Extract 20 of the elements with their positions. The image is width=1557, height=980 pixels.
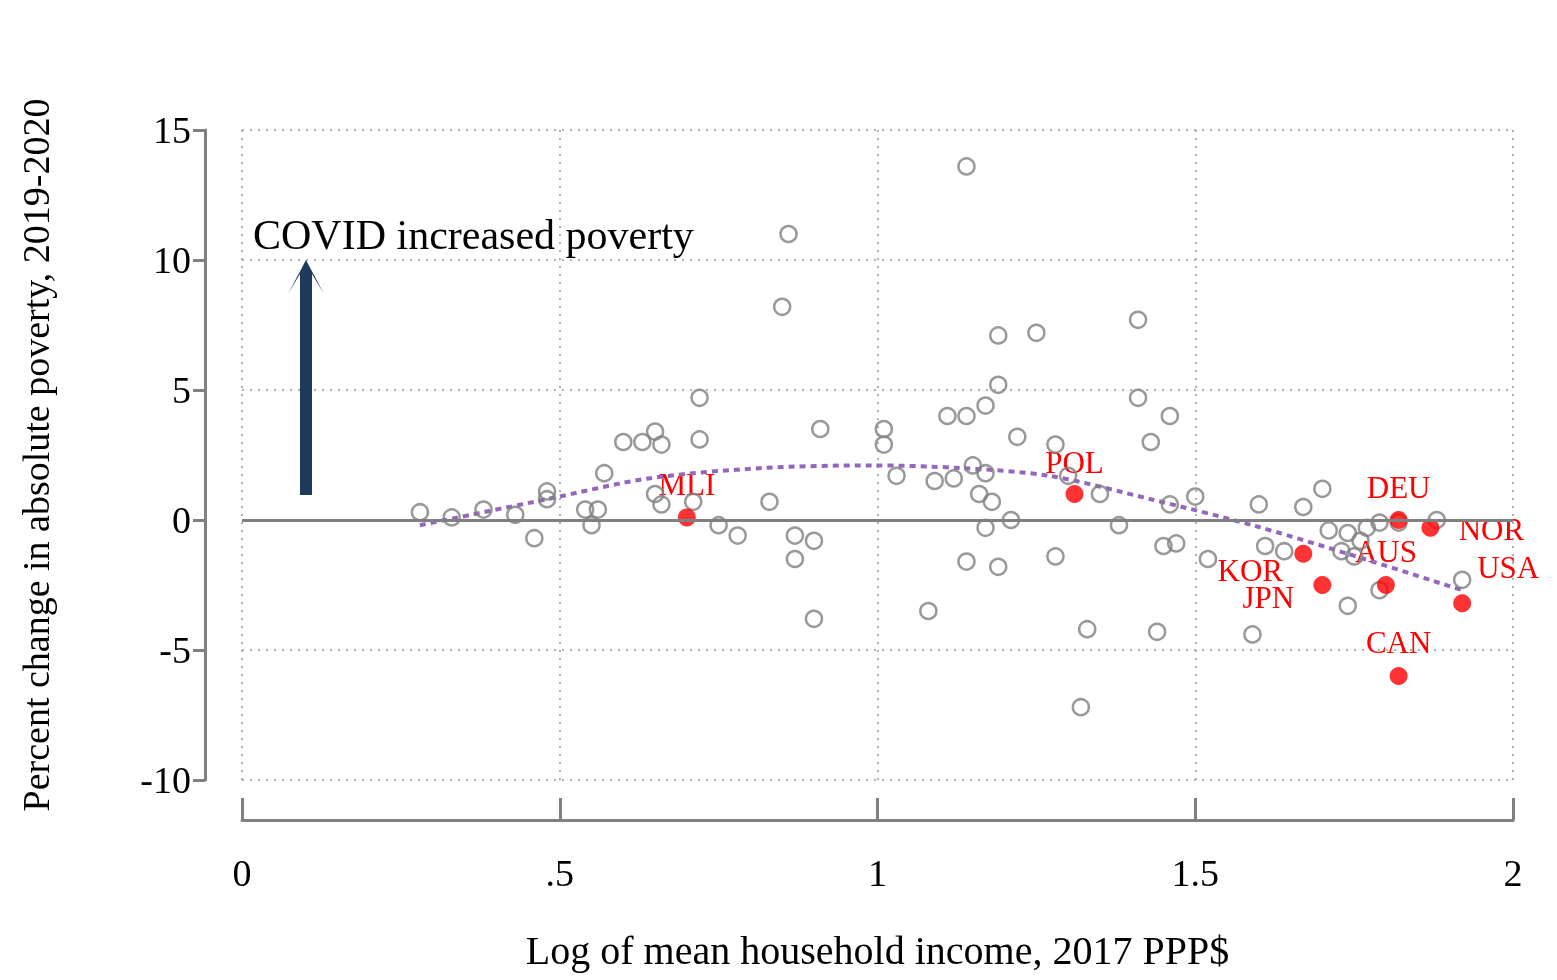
y-axis-title: Percent change in absolute poverty, 2019-2020 [15,98,57,812]
annotation: COVID increased poverty [253,212,694,258]
annotation: POL [1045,444,1104,480]
annotation: USA [1477,549,1540,585]
x-axis-title: Log of mean household income, 2017 PPP$ [525,927,1230,973]
annotation: CAN [1365,624,1432,660]
annotation: AUS [1354,533,1417,569]
x-tick-label: .5 [545,852,574,894]
y-tick-label: 0 [172,499,191,541]
x-tick-label: 1 [868,852,887,894]
x-tick-label: 2 [1503,852,1523,894]
y-tick-label: 15 [153,109,191,151]
y-tick-label: 5 [172,369,191,411]
y-tick-label: -5 [159,629,191,671]
annotation: DEU [1366,469,1431,505]
x-tick-label: 1.5 [1171,852,1219,894]
x-tick-label: 0 [232,852,252,894]
y-tick-label: -10 [140,759,191,801]
y-tick-label: 10 [153,239,191,281]
annotation: MLI [658,466,716,502]
